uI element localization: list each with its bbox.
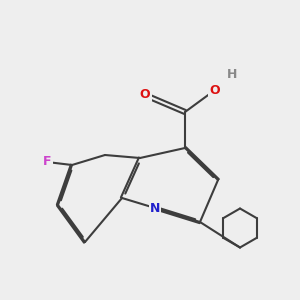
Text: N: N bbox=[150, 202, 160, 214]
Text: H: H bbox=[227, 68, 237, 82]
Text: O: O bbox=[210, 83, 220, 97]
Text: O: O bbox=[140, 88, 150, 101]
Text: F: F bbox=[43, 155, 51, 169]
